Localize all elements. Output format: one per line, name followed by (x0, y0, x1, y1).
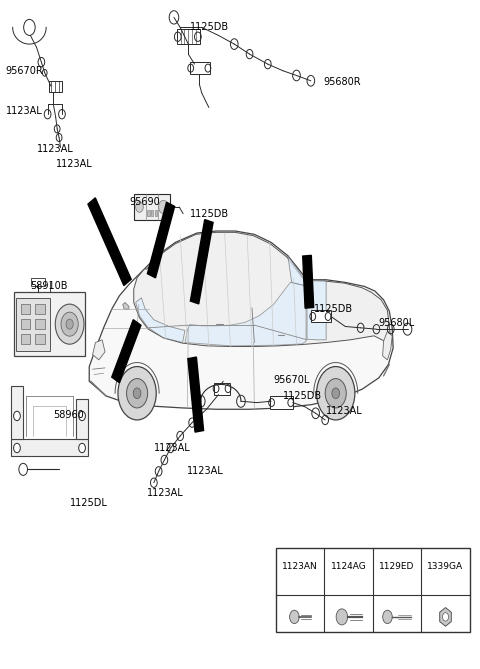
Text: 1123AL: 1123AL (187, 466, 224, 476)
Bar (21, 319, 30, 329)
Circle shape (13, 444, 20, 453)
Text: 95690: 95690 (129, 197, 160, 207)
Circle shape (127, 379, 148, 408)
Bar (134, 194, 169, 219)
Bar (190, 62, 210, 74)
Circle shape (383, 610, 392, 624)
Text: 1123AL: 1123AL (147, 488, 183, 498)
Bar (35, 334, 45, 344)
Text: 58960: 58960 (53, 409, 84, 419)
Circle shape (79, 411, 85, 421)
Text: 1123AN: 1123AN (282, 562, 318, 571)
Circle shape (136, 201, 144, 212)
Circle shape (325, 379, 346, 408)
Bar (21, 304, 30, 314)
Circle shape (158, 200, 168, 213)
Circle shape (443, 613, 448, 621)
Bar (214, 383, 230, 395)
Bar (21, 334, 30, 344)
Polygon shape (188, 357, 204, 432)
Bar (14, 292, 85, 356)
Circle shape (332, 388, 339, 399)
Text: 1123AL: 1123AL (326, 406, 363, 416)
Circle shape (79, 444, 85, 453)
Text: 1123AL: 1123AL (154, 443, 191, 453)
Circle shape (317, 367, 355, 420)
Text: 58910B: 58910B (30, 282, 68, 292)
Text: 1123AL: 1123AL (5, 106, 42, 116)
Circle shape (66, 319, 73, 329)
Bar (151, 209, 154, 216)
Text: 1129ED: 1129ED (379, 562, 415, 571)
Text: 1123AL: 1123AL (36, 144, 73, 154)
Circle shape (13, 411, 20, 421)
Polygon shape (185, 282, 306, 346)
Text: 1123AL: 1123AL (56, 159, 93, 169)
Text: 95680R: 95680R (324, 77, 361, 87)
Bar (11, 386, 23, 440)
Text: 1125DB: 1125DB (283, 391, 322, 401)
Text: 95680L: 95680L (379, 318, 415, 328)
Polygon shape (136, 298, 185, 343)
Polygon shape (123, 302, 129, 309)
Circle shape (133, 388, 141, 399)
Text: 1125DL: 1125DL (70, 498, 108, 508)
Bar (147, 209, 150, 216)
Polygon shape (88, 198, 131, 286)
Bar (177, 29, 200, 44)
Bar (31, 278, 45, 286)
Text: 95670L: 95670L (274, 375, 310, 385)
Bar (35, 319, 45, 329)
Text: 1125DB: 1125DB (190, 209, 229, 219)
Text: 1125DB: 1125DB (314, 304, 353, 314)
Circle shape (61, 312, 78, 336)
Text: 1339GA: 1339GA (428, 562, 464, 571)
Polygon shape (383, 331, 392, 360)
Polygon shape (147, 202, 175, 278)
Polygon shape (89, 231, 393, 409)
Bar (155, 209, 157, 216)
Bar (76, 399, 88, 440)
Polygon shape (93, 340, 105, 360)
Bar (270, 396, 293, 409)
Bar (11, 440, 88, 456)
Polygon shape (440, 607, 451, 626)
Text: 1124AG: 1124AG (331, 562, 366, 571)
Circle shape (55, 304, 84, 344)
Polygon shape (303, 256, 314, 308)
Bar (48, 82, 62, 92)
Text: 95670R: 95670R (5, 66, 43, 76)
Bar (276, 548, 470, 632)
Circle shape (336, 609, 348, 625)
Bar (35, 304, 45, 314)
Polygon shape (191, 219, 213, 304)
Polygon shape (134, 232, 391, 347)
Circle shape (118, 367, 156, 420)
Circle shape (19, 464, 27, 476)
Polygon shape (288, 256, 326, 340)
Text: 1125DB: 1125DB (190, 22, 229, 32)
Bar (311, 310, 331, 322)
Polygon shape (112, 320, 141, 383)
Circle shape (289, 610, 299, 624)
Bar (16, 298, 49, 351)
